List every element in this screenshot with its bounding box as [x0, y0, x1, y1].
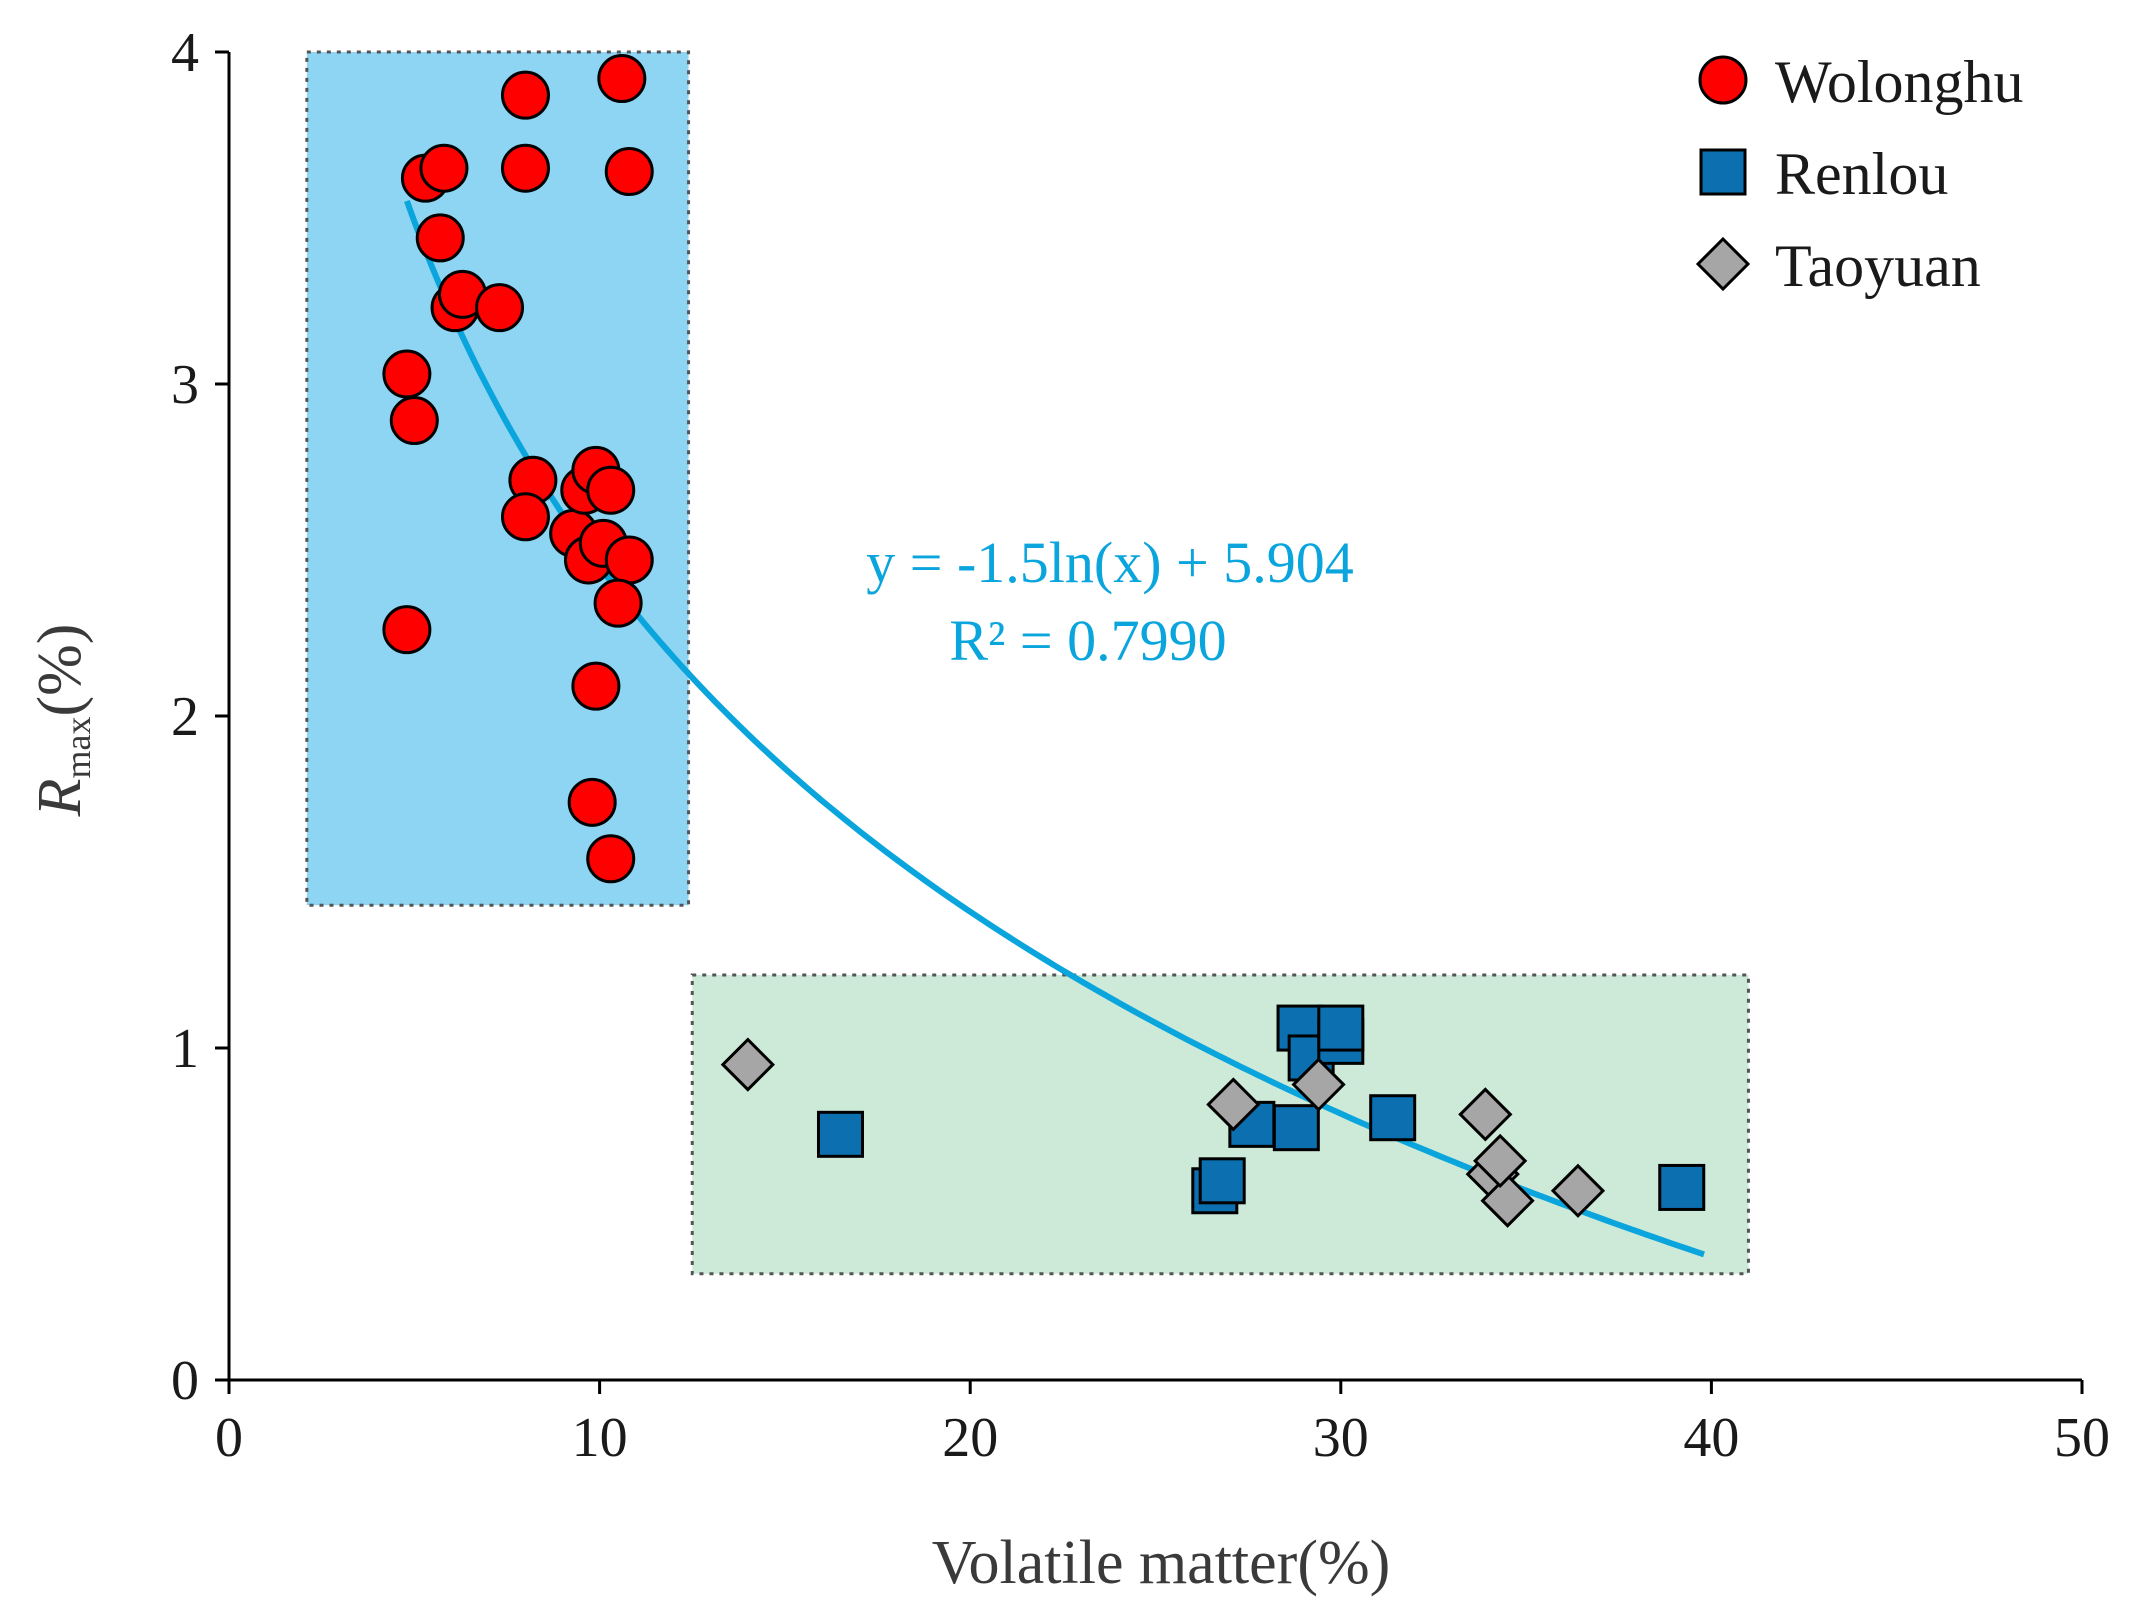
- taoyuan-point: [1480, 1173, 1535, 1228]
- wolonghu-point: [571, 661, 621, 711]
- renlou-point: [816, 1110, 864, 1158]
- wolonghu-point: [586, 465, 636, 515]
- taoyuan-point: [1206, 1077, 1261, 1132]
- wolonghu-point: [586, 834, 636, 884]
- y-axis-title-main: R: [26, 779, 94, 818]
- wolonghu-point: [500, 143, 550, 193]
- y-tick-label: 1: [171, 1018, 199, 1080]
- renlou-point: [1272, 1104, 1320, 1152]
- legend-label-renlou: Renlou: [1775, 141, 1948, 207]
- wolonghu-point: [382, 605, 432, 655]
- wolonghu-point: [500, 70, 550, 120]
- wolonghu-point: [475, 283, 525, 333]
- renlou-point: [1317, 1004, 1365, 1052]
- fit-r-squared: R² = 0.7990: [949, 608, 1226, 673]
- wolonghu-point: [389, 396, 439, 446]
- y-tick-label: 2: [171, 686, 199, 748]
- x-tick-label: 20: [942, 1407, 998, 1469]
- taoyuan-point: [720, 1037, 775, 1092]
- x-axis-title: Volatile matter(%): [932, 1529, 1391, 1597]
- y-axis-title-subscript: max: [58, 717, 98, 779]
- wolonghu-point: [593, 578, 643, 628]
- taoyuan-point: [1550, 1163, 1606, 1218]
- taoyuan-point: [1458, 1087, 1513, 1142]
- wolonghu-point: [604, 147, 654, 197]
- x-tick-label: 0: [215, 1407, 243, 1469]
- y-tick-label: 4: [171, 22, 199, 84]
- series-taoyuan: [720, 1037, 1606, 1228]
- y-tick-label: 3: [171, 354, 199, 416]
- data-points: [382, 54, 1706, 1228]
- x-tick-label: 40: [1683, 1407, 1739, 1469]
- legend: Wolonghu Renlou Taoyuan: [1695, 49, 2024, 299]
- x-tick-label: 10: [572, 1407, 628, 1469]
- renlou-point: [1198, 1157, 1246, 1205]
- taoyuan-point: [1473, 1133, 1528, 1189]
- series-wolonghu: [382, 54, 654, 884]
- y-axis-title: Rmax(%): [26, 624, 98, 818]
- axes: 0 10 20 30 40 50 0 1 2 3 4: [171, 22, 2110, 1469]
- low-rank-region: [690, 973, 1750, 1276]
- wolonghu-point: [419, 143, 469, 193]
- legend-label-taoyuan: Taoyuan: [1775, 233, 1981, 299]
- legend-marker-wolonghu: [1698, 55, 1748, 105]
- y-tick-label: 0: [171, 1350, 199, 1412]
- legend-marker-taoyuan: [1695, 236, 1751, 292]
- fit-annotation: y = -1.5ln(x) + 5.904 R² = 0.7990: [866, 530, 1353, 673]
- legend-label-wolonghu: Wolonghu: [1775, 49, 2024, 115]
- renlou-point: [1658, 1163, 1706, 1211]
- fit-equation: y = -1.5ln(x) + 5.904: [866, 530, 1353, 595]
- renlou-point: [1369, 1094, 1417, 1142]
- wolonghu-point: [500, 492, 550, 542]
- x-tick-label: 30: [1313, 1407, 1369, 1469]
- legend-marker-renlou: [1699, 148, 1747, 196]
- wolonghu-point: [415, 213, 465, 263]
- wolonghu-point: [597, 54, 647, 104]
- y-axis-title-suffix: (%): [26, 624, 94, 717]
- x-tick-label: 50: [2054, 1407, 2110, 1469]
- wolonghu-point: [604, 535, 654, 585]
- taoyuan-point: [1291, 1057, 1346, 1112]
- wolonghu-point: [382, 349, 432, 399]
- wolonghu-point: [567, 777, 617, 827]
